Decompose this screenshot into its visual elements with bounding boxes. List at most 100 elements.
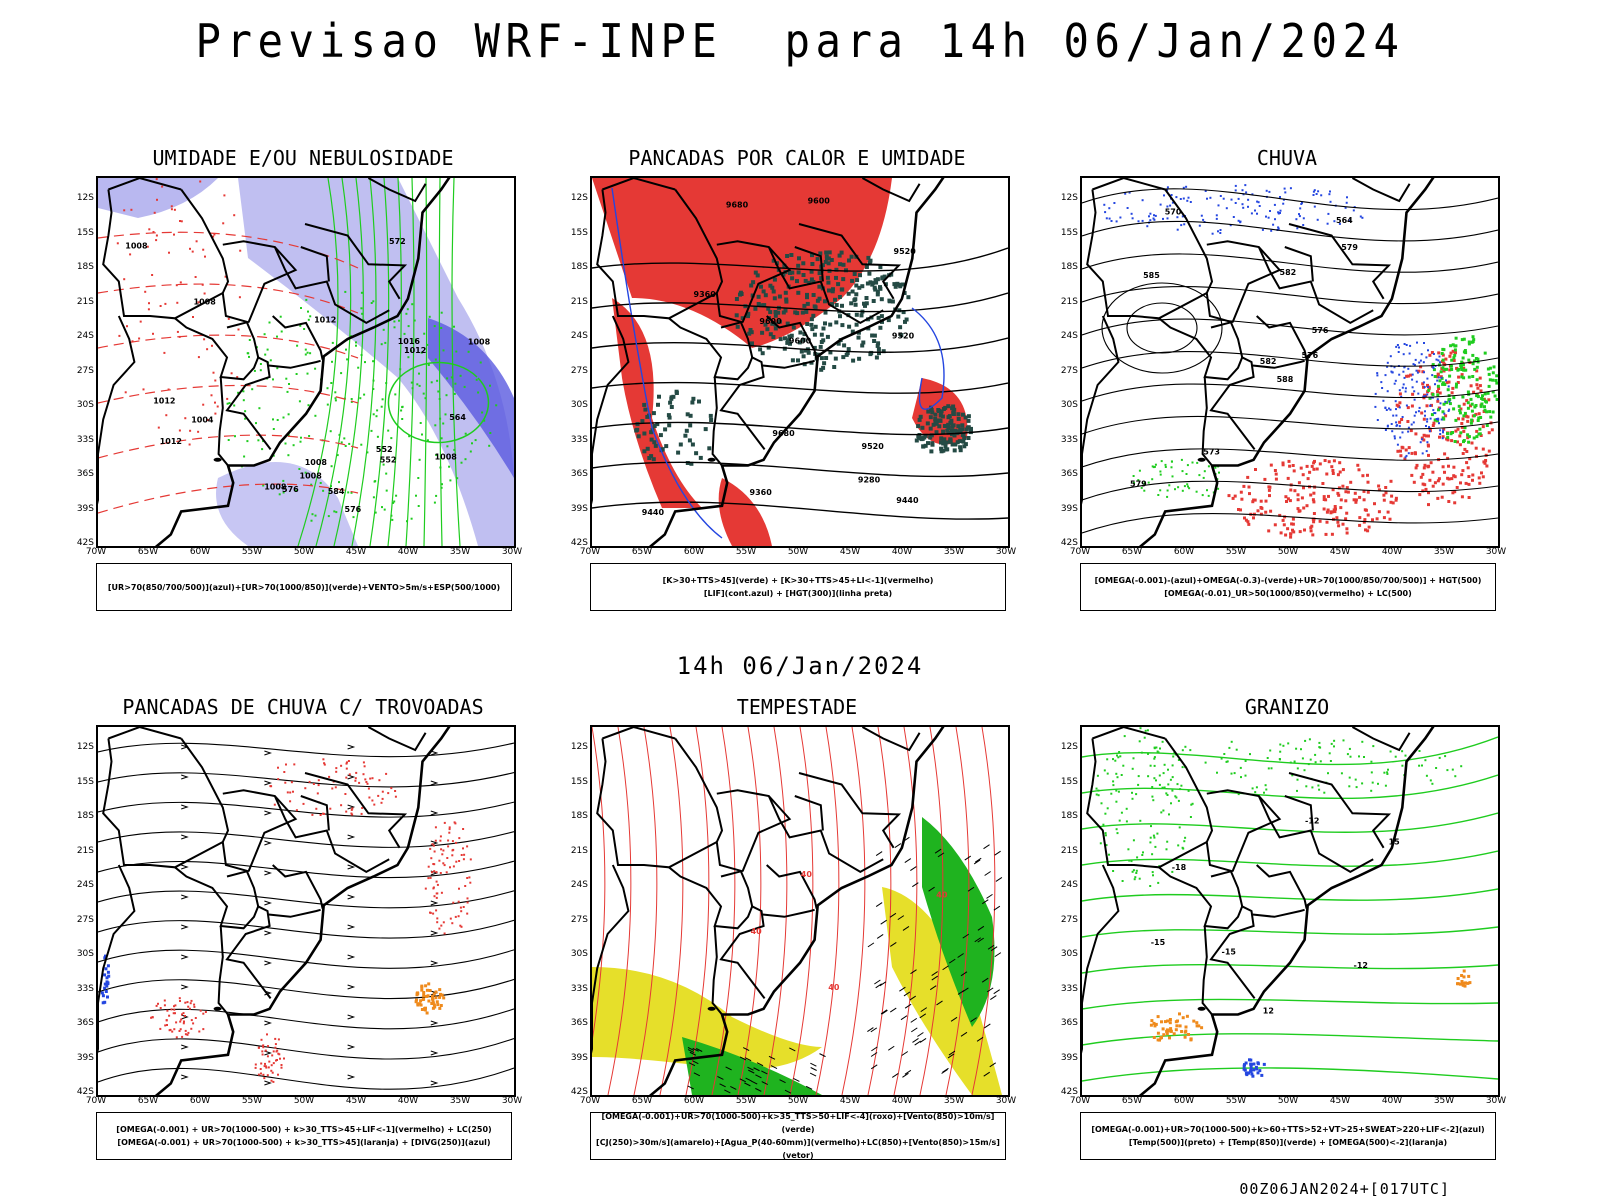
lat-tick-label: 15S <box>570 776 588 787</box>
contour-label: 9600 <box>759 317 782 326</box>
mid-time-label: 14h 06/Jan/2024 <box>676 652 924 680</box>
lat-tick-label: 39S <box>76 503 94 514</box>
panel-legend: [UR>70(850/700/500)](azul)+[UR>70(1000/8… <box>96 563 512 611</box>
lat-tick-label: 30S <box>76 949 94 959</box>
lon-tick-label: 60W <box>189 1096 211 1106</box>
contour-label: 1012 <box>404 346 426 355</box>
contour-label: 9680 <box>772 429 795 438</box>
lat-tick-label: 24S <box>1060 880 1078 890</box>
forecast-map: -12 -12 -15 -15 -18 12 15 <box>1080 725 1500 1097</box>
lon-tick-label: 40W <box>397 547 419 557</box>
legend-line: [OMEGA(-0.001) + UR>70(1000-500) + k>30_… <box>116 1125 492 1134</box>
lon-tick-label: 45W <box>1329 547 1351 557</box>
lon-tick-label: 70W <box>85 547 107 557</box>
contour-label: 1008 <box>468 338 491 347</box>
contour-label: 576 <box>1302 351 1319 360</box>
lon-tick-label: 55W <box>241 547 263 557</box>
lat-tick-label: 18S <box>76 811 94 821</box>
lat-tick-label: 24S <box>76 880 94 890</box>
panel-title: CHUVA <box>1256 146 1318 170</box>
lat-tick-label: 42S <box>570 1087 588 1097</box>
lat-tick-label: 18S <box>570 262 588 272</box>
lon-tick-label: 40W <box>397 1096 419 1106</box>
legend-line: [Temp(500)](preto) + [Temp(850)](verde) … <box>1128 1138 1448 1147</box>
lon-tick-label: 50W <box>1277 1096 1299 1106</box>
contour-label: 579 <box>1341 243 1358 252</box>
contour-label: -15 <box>1151 938 1166 947</box>
run-label: 00Z06JAN2024+[017UTC] <box>1239 1180 1450 1198</box>
lat-tick-label: 27S <box>76 914 94 925</box>
lon-tick-label: 45W <box>345 547 367 557</box>
lon-tick-label: 50W <box>787 1096 809 1106</box>
lat-tick-label: 21S <box>76 845 94 856</box>
lon-tick-label: 70W <box>1069 547 1091 557</box>
contour-label: 40 <box>936 891 948 900</box>
contour-label: 1016 <box>398 337 421 346</box>
lon-tick-label: 35W <box>449 547 471 557</box>
lon-tick-label: 55W <box>735 1096 757 1106</box>
contour-label: 576 <box>345 505 362 514</box>
contour-label: 564 <box>1336 216 1353 225</box>
panel-legend: [OMEGA(-0.001) + UR>70(1000-500) + k>30_… <box>96 1112 512 1160</box>
lat-tick-label: 27S <box>1060 365 1078 376</box>
lon-tick-label: 45W <box>839 1096 861 1106</box>
lon-tick-label: 30W <box>1485 547 1507 557</box>
contour-label: 15 <box>1389 838 1401 847</box>
lat-tick-label: 33S <box>1060 983 1078 994</box>
lat-tick-label: 27S <box>76 365 94 376</box>
contour-label: 9680 <box>726 201 749 210</box>
lon-tick-label: 65W <box>1121 1096 1143 1106</box>
lat-tick-label: 42S <box>1060 1087 1078 1097</box>
lat-tick-label: 39S <box>570 503 588 514</box>
lat-tick-label: 27S <box>570 365 588 376</box>
legend-line: [K>30+TTS>45](verde) + [K>30+TTS>45+LI<-… <box>662 576 934 585</box>
lon-tick-label: 35W <box>449 1096 471 1106</box>
lat-tick-label: 33S <box>570 434 588 445</box>
contour-label: -12 <box>1354 961 1368 970</box>
lon-tick-label: 30W <box>995 547 1017 557</box>
lat-tick-label: 18S <box>1060 262 1078 272</box>
lat-tick-label: 33S <box>76 434 94 445</box>
forecast-map: 40 40 40 40 <box>590 725 1010 1097</box>
contour-label: -18 <box>1172 863 1187 872</box>
panel-legend: [OMEGA(-0.001)+UR>70(1000-500)+k>60+TTS>… <box>1080 1112 1496 1160</box>
lat-tick-label: 27S <box>570 914 588 925</box>
contour-label: 552 <box>380 456 397 465</box>
lat-tick-label: 15S <box>76 776 94 787</box>
lat-tick-label: 36S <box>76 469 94 479</box>
lon-tick-label: 55W <box>1225 547 1247 557</box>
lon-tick-label: 30W <box>995 1096 1017 1106</box>
lat-tick-label: 30S <box>570 400 588 410</box>
lon-tick-label: 65W <box>631 547 653 557</box>
lat-tick-label: 36S <box>570 1018 588 1028</box>
contour-label: 1008 <box>264 483 287 492</box>
panel-title: PANCADAS DE CHUVA C/ TROVOADAS <box>122 695 484 719</box>
lon-tick-label: 50W <box>293 547 315 557</box>
lon-tick-label: 65W <box>631 1096 653 1106</box>
lat-tick-label: 24S <box>76 331 94 341</box>
panel-legend: [K>30+TTS>45](verde) + [K>30+TTS>45+LI<-… <box>590 563 1006 611</box>
contour-label: 584 <box>328 487 345 496</box>
forecast-map: 1008 1008 1012 1008 1008 1012 1008 1012 1016 1008… <box>96 176 516 548</box>
lon-tick-label: 50W <box>293 1096 315 1106</box>
lat-tick-label: 12S <box>570 193 588 203</box>
contour-label: 9600 <box>808 197 831 206</box>
lon-tick-label: 65W <box>137 547 159 557</box>
lat-tick-label: 15S <box>76 227 94 238</box>
lon-tick-label: 60W <box>683 547 705 557</box>
lon-tick-label: 55W <box>735 547 757 557</box>
forecast-map <box>96 725 516 1097</box>
lat-tick-label: 39S <box>76 1052 94 1063</box>
lat-tick-label: 42S <box>1060 538 1078 548</box>
contour-label: 9440 <box>896 496 919 505</box>
lat-tick-label: 33S <box>1060 434 1078 445</box>
panel-title: GRANIZO <box>1244 695 1330 719</box>
panel-legend: [OMEGA(-0.001)-(azul)+OMEGA(-0.3)-(verde… <box>1080 563 1496 611</box>
lat-tick-label: 42S <box>76 538 94 548</box>
lat-tick-label: 33S <box>570 983 588 994</box>
lat-tick-label: 21S <box>570 845 588 856</box>
lat-tick-label: 12S <box>76 742 94 752</box>
contour-label: 585 <box>1143 271 1160 280</box>
lat-tick-label: 21S <box>570 296 588 307</box>
lon-tick-label: 40W <box>1381 1096 1403 1106</box>
